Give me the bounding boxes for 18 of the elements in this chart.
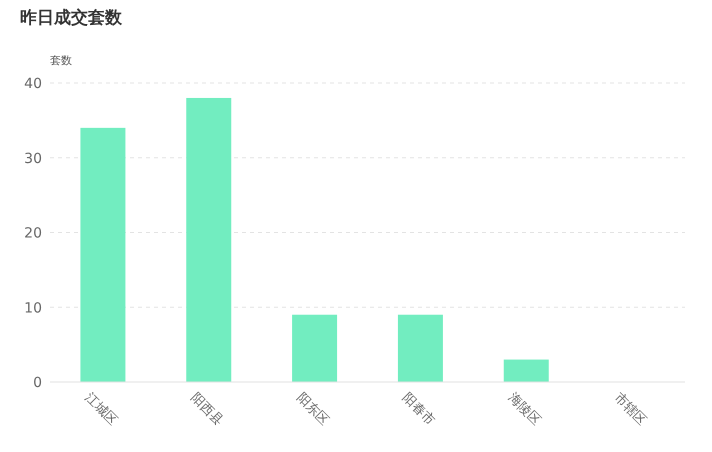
x-tick-label: 江城区 <box>82 390 120 429</box>
x-tick-label: 阳西县 <box>188 390 226 429</box>
bar <box>398 314 443 382</box>
y-axis-title: 套数 <box>50 54 72 67</box>
y-tick-label: 0 <box>33 375 42 391</box>
chart-title: 昨日成交套数 <box>20 8 123 28</box>
x-tick-label: 阳东区 <box>294 390 332 429</box>
x-tick-label: 海陵区 <box>505 390 544 429</box>
x-tick-label: 市辖区 <box>611 390 650 429</box>
y-tick-label: 20 <box>24 226 42 242</box>
bar <box>504 360 549 382</box>
bar <box>292 314 338 382</box>
y-tick-label: 10 <box>24 300 42 316</box>
bar <box>80 128 126 382</box>
bar <box>186 98 232 382</box>
y-tick-label: 40 <box>24 76 42 92</box>
y-tick-label: 30 <box>24 150 42 167</box>
x-tick-label: 阳春市 <box>399 390 438 429</box>
